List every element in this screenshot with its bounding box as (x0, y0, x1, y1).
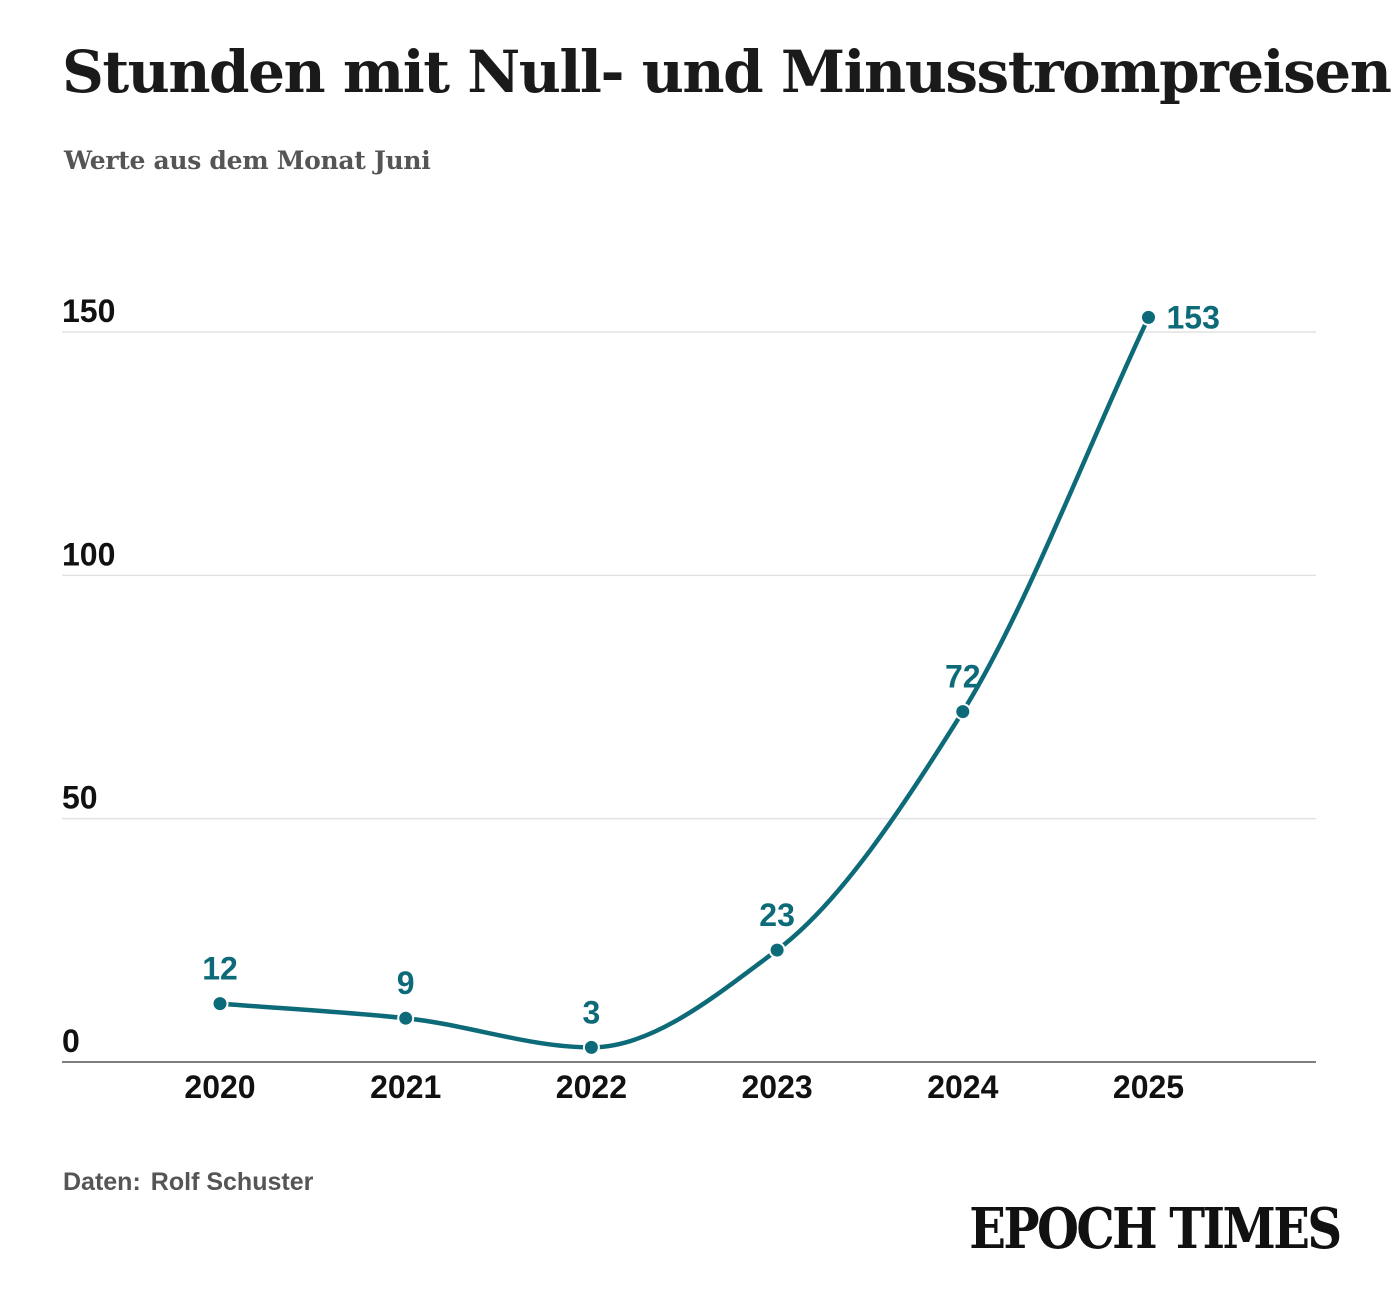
data-label-2025: 153 (1167, 299, 1220, 335)
y-axis-ticks: 0 50 100 150 (62, 293, 115, 1059)
data-point-2020 (211, 995, 229, 1013)
data-point-2023 (768, 941, 786, 959)
data-points (211, 308, 1157, 1056)
source-value: Rolf Schuster (150, 1168, 314, 1196)
data-point-2025 (1140, 308, 1157, 326)
x-tick-label-2025: 2025 (1113, 1069, 1184, 1105)
y-tick-label-150: 150 (62, 293, 115, 329)
data-label-2022: 3 (583, 994, 601, 1030)
chart-subtitle: Werte aus dem Monat Juni (64, 146, 431, 175)
source-label: Daten: (63, 1168, 141, 1196)
data-point-2024 (954, 703, 972, 721)
chart-title: Stunden mit Null- und Minusstrompreisen (62, 38, 1392, 106)
x-tick-label-2022: 2022 (556, 1069, 627, 1105)
x-tick-label-2024: 2024 (927, 1069, 998, 1105)
data-point-2021 (397, 1009, 415, 1027)
x-axis-ticks: 2020 2021 2022 2023 2024 2025 (184, 1069, 1184, 1105)
data-label-2020: 12 (202, 951, 238, 987)
grid-lines (62, 331, 1316, 1063)
source-note: Daten: Rolf Schuster (63, 1168, 323, 1197)
y-tick-label-50: 50 (62, 780, 98, 816)
data-label-2021: 9 (397, 965, 415, 1001)
y-tick-label-100: 100 (62, 536, 115, 572)
x-tick-label-2021: 2021 (370, 1069, 441, 1105)
series-line (217, 315, 1151, 1050)
x-tick-label-2020: 2020 (184, 1069, 255, 1105)
series-line-layer (217, 315, 1151, 1050)
y-tick-label-0: 0 (62, 1023, 80, 1059)
data-label-2023: 23 (759, 897, 795, 933)
data-label-2024: 72 (945, 659, 981, 695)
epoch-times-logo: EPOCH TIMES (969, 1196, 1343, 1262)
data-labels: 12 9 3 23 72 153 (202, 299, 1220, 1030)
data-point-2022 (582, 1038, 600, 1056)
x-tick-label-2023: 2023 (742, 1069, 813, 1105)
